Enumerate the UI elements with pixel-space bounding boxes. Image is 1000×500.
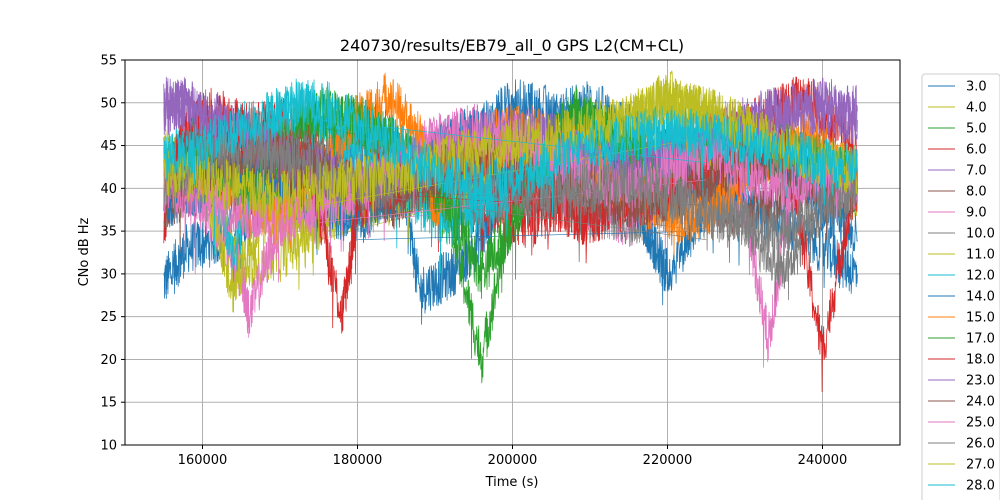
legend-label: 28.0 [966,479,995,494]
y-tick-label: 20 [100,353,117,368]
legend-label: 11.0 [966,248,995,263]
legend-label: 24.0 [966,395,995,410]
legend-label: 18.0 [966,353,995,368]
legend-label: 15.0 [966,311,995,326]
y-tick-label: 40 [100,182,117,197]
legend-label: 26.0 [966,437,995,452]
x-tick-label: 240000 [798,453,848,468]
legend-label: 14.0 [966,290,995,305]
legend-label: 7.0 [966,164,987,179]
legend-label: 5.0 [966,122,987,137]
y-tick-label: 55 [100,54,117,69]
legend-label: 12.0 [966,269,995,284]
legend-box [921,73,1000,500]
legend-label: 8.0 [966,185,987,200]
legend-label: 3.0 [966,80,987,95]
y-tick-label: 30 [100,267,117,282]
legend-label: 25.0 [966,416,995,431]
y-tick-label: 25 [100,310,117,325]
x-axis-title: Time (s) [485,475,539,490]
legend-label: 10.0 [966,227,995,242]
series-line-27-0 [163,78,858,251]
y-tick-label: 10 [100,439,117,454]
axis-ticks: 160000 180000 200000 220000 240000 10 15 20 25 30… [100,54,847,469]
series-gap-line-14-0 [357,230,707,240]
y-tick-label: 15 [100,396,117,411]
y-tick-label: 50 [100,96,117,111]
y-axis-title: CNo dB Hz [77,217,92,286]
series-gap-line-26-0 [318,188,707,240]
legend-label: 23.0 [966,374,995,389]
legend-label: 9.0 [966,206,987,221]
x-tick-label: 220000 [643,453,693,468]
series-line-26-0 [163,121,858,301]
y-tick-label: 35 [100,225,117,240]
legend: 3.0 4.0 5.0 6.0 7.0 8.0 9.0 10.0 11.0 12.0 14.0 15.… [921,73,1000,500]
chart-title: 240730/results/EB79_all_0 GPS L2(CM+CL) [340,36,684,56]
series-line-28-0 [163,79,858,237]
legend-label: 17.0 [966,332,995,347]
legend-label: 4.0 [966,101,987,116]
legend-label: 6.0 [966,143,987,158]
x-tick-label: 180000 [333,453,383,468]
series-layer [163,70,858,393]
x-tick-label: 200000 [488,453,538,468]
series-gap-line-28-0 [318,119,707,163]
x-tick-label: 160000 [178,453,228,468]
legend-label: 27.0 [966,458,995,473]
y-tick-label: 45 [100,139,117,154]
